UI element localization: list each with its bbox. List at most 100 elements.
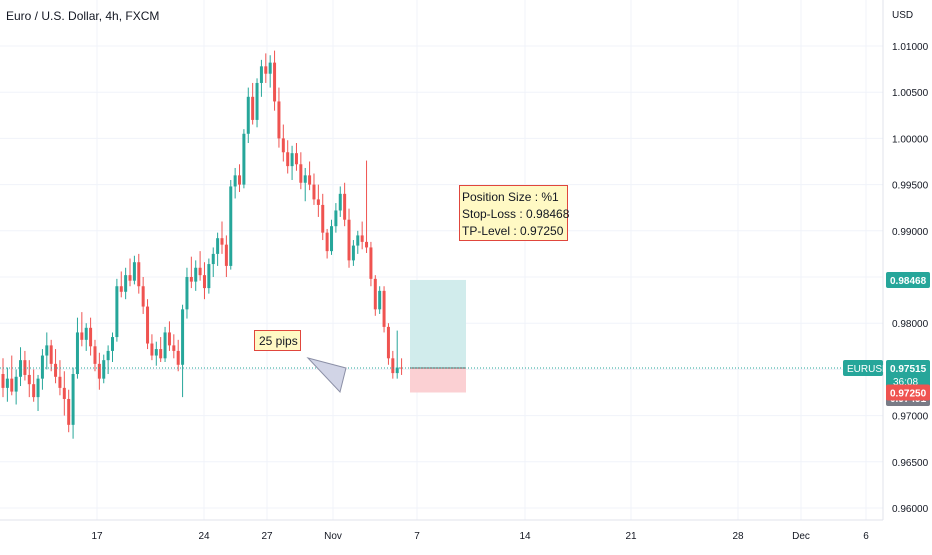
x-tick-label: Nov <box>324 531 342 542</box>
candle-body <box>369 247 373 279</box>
candle-body <box>233 175 237 187</box>
x-tick-label: 14 <box>519 531 531 542</box>
current-price-label: 0.97515 <box>890 364 927 375</box>
stop-loss-price-label: 0.97250 <box>890 389 927 400</box>
candle-body <box>62 387 66 399</box>
candle-body <box>373 278 377 310</box>
current-price-label-bg <box>886 360 930 391</box>
candle-body <box>251 96 255 120</box>
candle-body <box>343 193 347 220</box>
candle-body <box>19 360 23 377</box>
candle-body <box>75 332 79 375</box>
candle-body <box>146 306 150 344</box>
candle-body <box>172 345 176 351</box>
stop-loss-zone <box>410 368 466 393</box>
candle-body <box>395 367 399 374</box>
position-note-line: Stop-Loss : 0.98468 <box>462 207 570 221</box>
candle-body <box>202 275 206 289</box>
candle-body <box>128 275 132 281</box>
candle-body <box>268 62 272 74</box>
candle-body <box>32 384 36 398</box>
candle-body <box>189 277 193 282</box>
candle-body <box>338 193 342 211</box>
candle-body <box>224 244 228 266</box>
candle-body <box>246 96 250 134</box>
candle-body <box>386 326 390 359</box>
stop-loss-price-label-bg <box>886 384 930 401</box>
x-tick-label: 21 <box>625 531 637 542</box>
x-tick-label: 28 <box>732 531 744 542</box>
candle-body <box>334 210 338 227</box>
position-note-box <box>459 185 568 241</box>
y-tick-label: 0.98000 <box>892 319 929 330</box>
y-tick-label: 0.97000 <box>892 412 929 423</box>
candle-body <box>220 238 224 245</box>
position-note-line: TP-Level : 0.97250 <box>462 224 564 238</box>
x-tick-label: 7 <box>414 531 420 542</box>
candle-body <box>299 164 303 183</box>
candle-body <box>67 398 71 425</box>
candle-body <box>181 309 185 365</box>
candle-body <box>207 264 211 289</box>
candle-body <box>229 186 233 266</box>
candle-body <box>216 238 220 254</box>
symbol-label-bg <box>843 360 883 377</box>
take-profit-price-label-bg <box>886 271 930 288</box>
candle-body <box>93 346 97 364</box>
candle-body <box>167 332 171 346</box>
candle-body <box>264 66 268 74</box>
grid <box>0 0 883 520</box>
candle-body <box>351 245 355 261</box>
candle-body <box>132 262 136 281</box>
candle-body <box>391 358 395 374</box>
candle-body <box>106 350 110 361</box>
countdown-label: 36:08 <box>893 377 918 388</box>
candles <box>1 50 404 439</box>
candle-body <box>325 232 329 252</box>
position-note-line: Position Size : %1 <box>462 190 559 204</box>
candle-body <box>97 363 101 379</box>
y-tick-label: 0.99000 <box>892 227 929 238</box>
candle-body <box>124 275 128 292</box>
pips-arrow-shape <box>306 357 347 394</box>
candle-body <box>10 378 14 392</box>
candle-body <box>185 277 189 310</box>
candle-body <box>273 62 277 102</box>
price-axis[interactable]: USD 1.01000 1.00500 1.00000 0.99500 0.99000 0.… <box>843 0 932 550</box>
candle-body <box>400 367 404 369</box>
candle-body <box>290 153 294 167</box>
symbol-label: EURUSD <box>847 364 889 375</box>
candle-body <box>58 376 62 388</box>
candle-body <box>14 376 18 392</box>
candle-body <box>102 360 106 379</box>
candle-body <box>49 345 53 364</box>
candle-body <box>378 290 382 310</box>
candle-body <box>255 82 259 120</box>
candle-body <box>259 66 263 83</box>
pips-note-box <box>254 330 301 351</box>
candle-body <box>115 286 119 338</box>
chart-title: Euro / U.S. Dollar, 4h, FXCM <box>6 9 160 23</box>
currency-label: USD <box>892 10 913 21</box>
candle-body <box>294 153 298 165</box>
candle-body <box>360 235 364 242</box>
x-tick-label: Dec <box>792 531 810 542</box>
time-axis[interactable]: 17 24 27 Nov 7 14 21 28 Dec 6 <box>0 519 883 542</box>
candle-body <box>382 290 386 327</box>
y-tick-label: 1.00000 <box>892 134 929 145</box>
candle-body <box>71 374 75 425</box>
candle-body <box>45 345 49 356</box>
y-tick-label: 1.01000 <box>892 42 929 53</box>
candle-body <box>277 101 281 139</box>
candle-body <box>84 327 88 340</box>
candle-body <box>80 332 84 340</box>
candle-body <box>330 226 333 252</box>
candle-body <box>281 138 285 153</box>
candle-body <box>356 235 360 246</box>
candle-body <box>54 363 58 377</box>
candle-body <box>316 199 320 205</box>
candle-body <box>27 374 31 385</box>
candle-body <box>111 337 114 351</box>
